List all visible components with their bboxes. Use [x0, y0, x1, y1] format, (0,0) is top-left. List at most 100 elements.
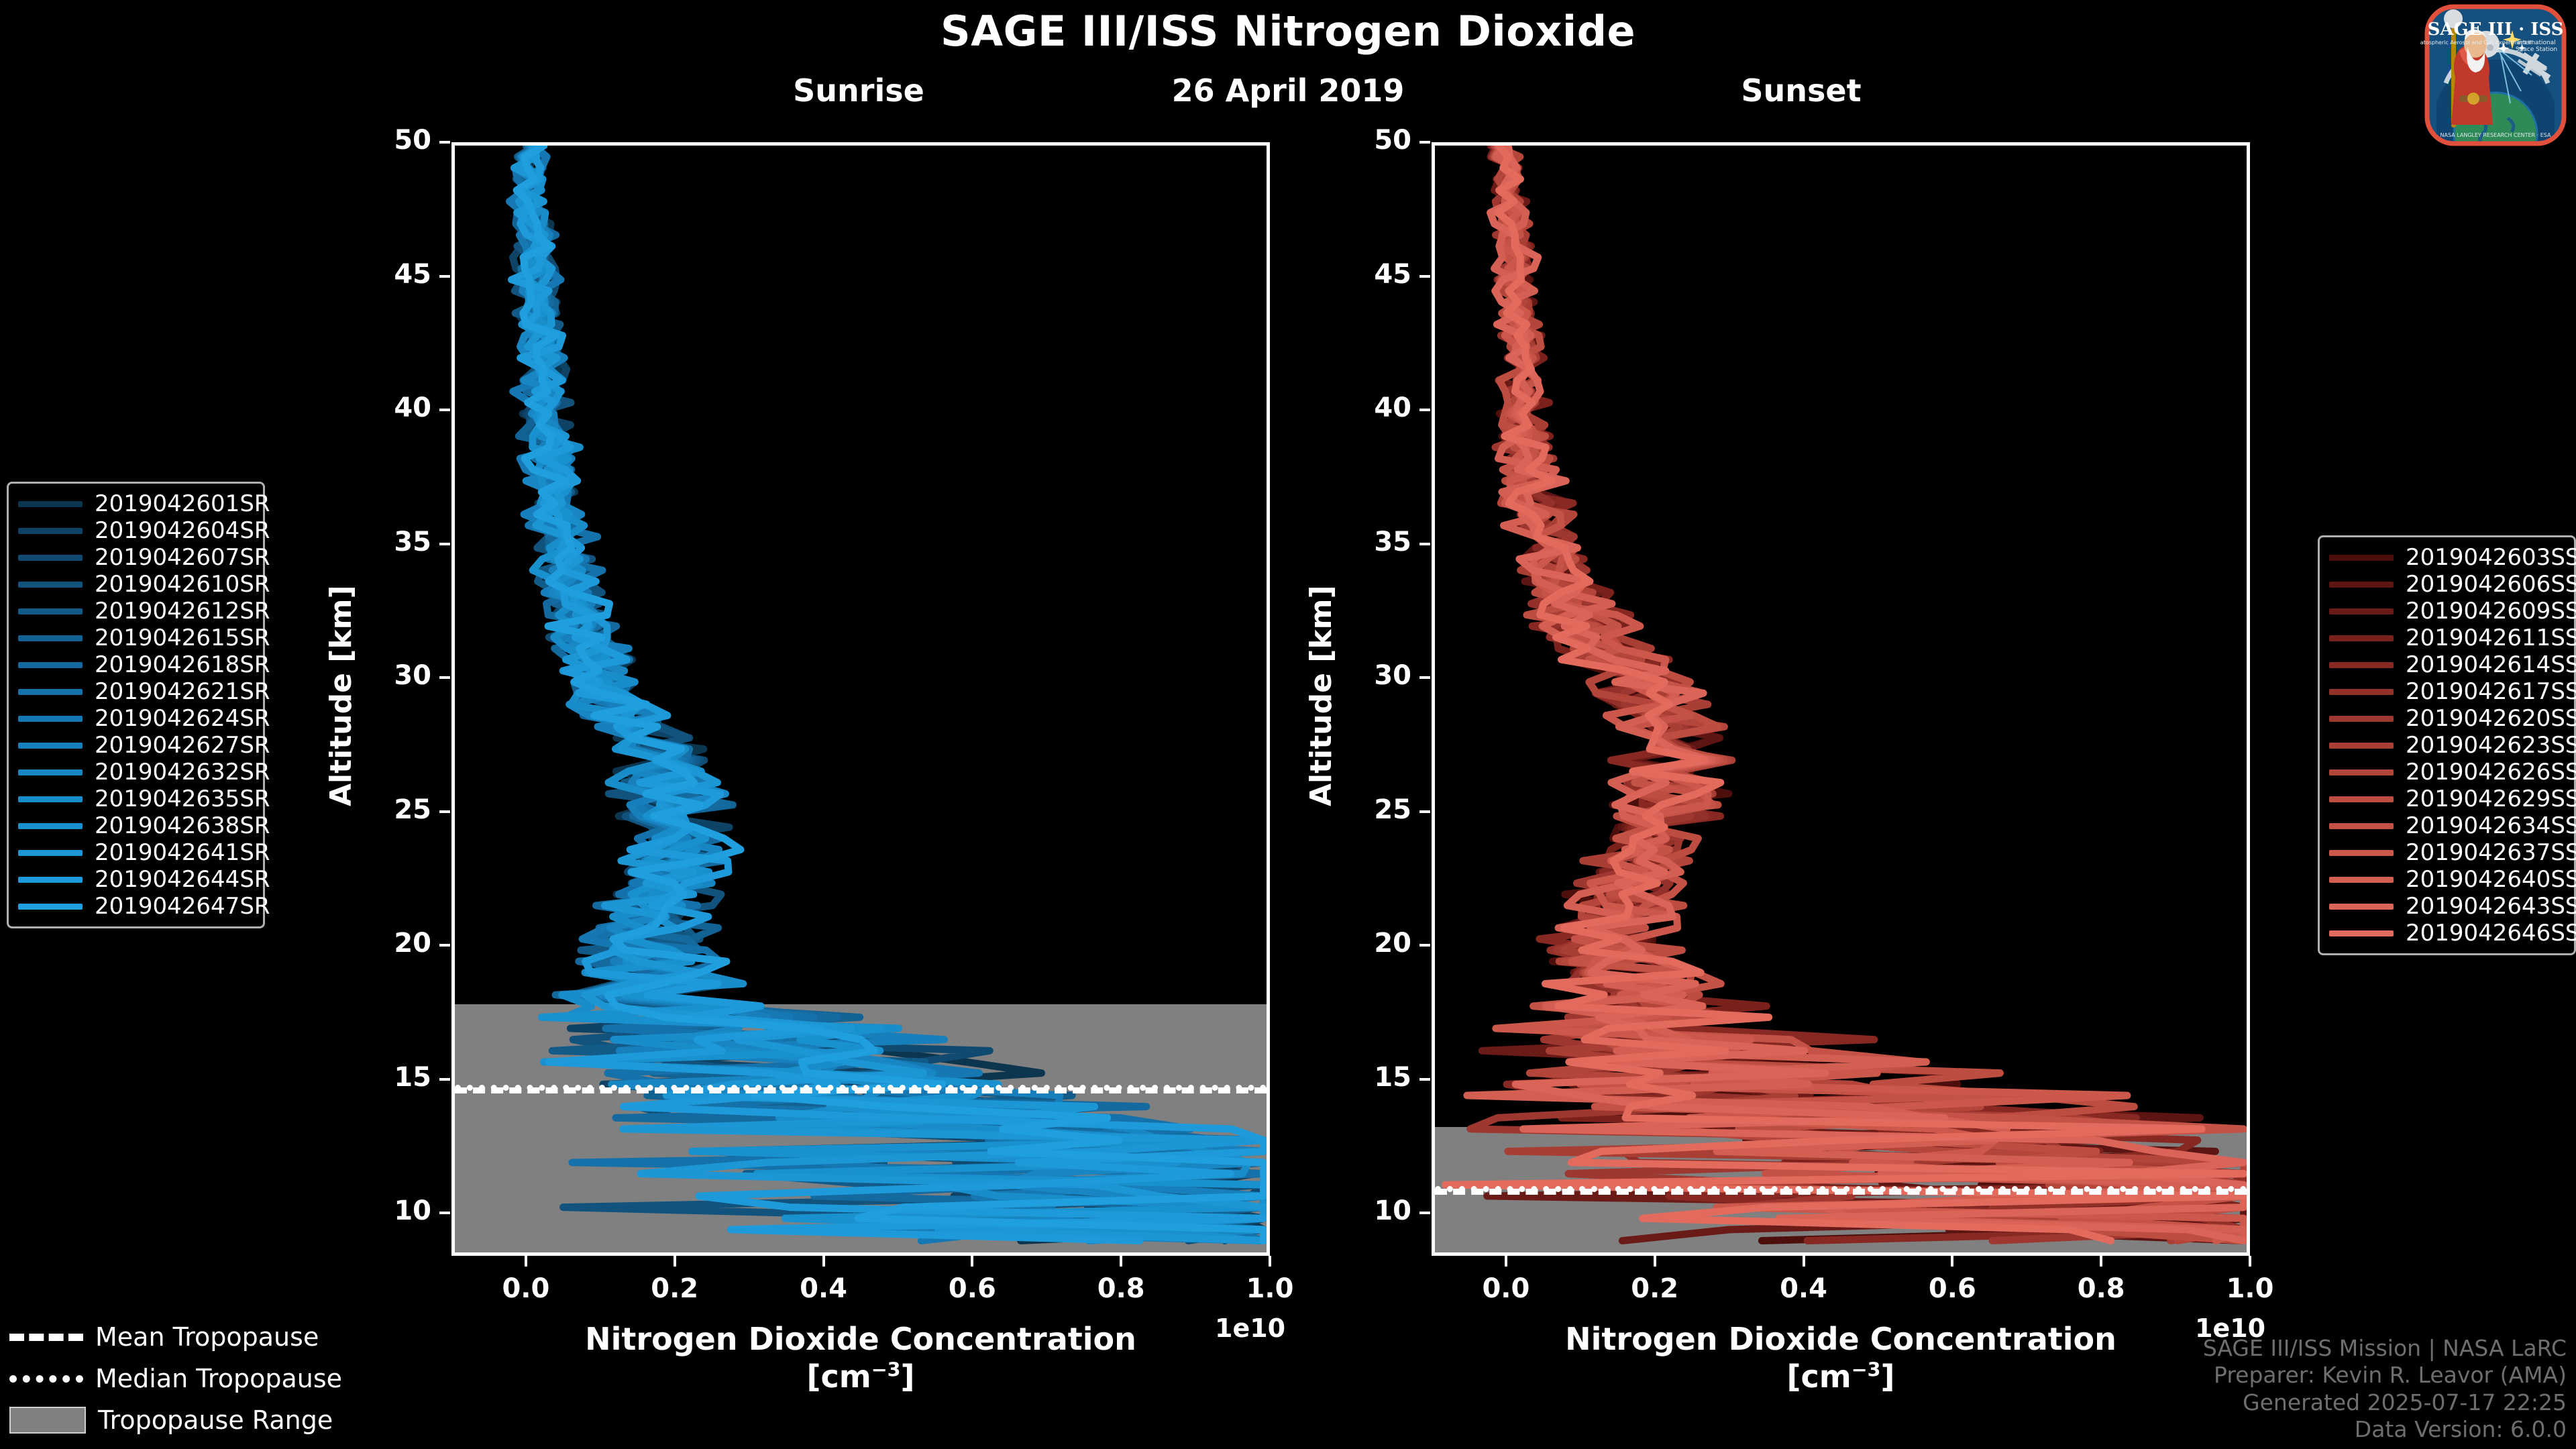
legend-line-swatch-icon — [18, 742, 83, 749]
legend-item-median-tropopause: Median Tropopause — [9, 1358, 342, 1399]
legend-item-2019042607sr[interactable]: 2019042607SR — [18, 544, 270, 571]
legend-label: 2019042601SR — [95, 490, 270, 517]
y-axis-tick-mark — [439, 676, 450, 680]
legend-line-swatch-icon — [2329, 688, 2394, 695]
svg-text:Space Station: Space Station — [2516, 46, 2557, 53]
legend-item-2019042604sr[interactable]: 2019042604SR — [18, 517, 270, 544]
sunrise-plot-panel[interactable] — [451, 142, 1270, 1256]
x-axis-tick-label: 0.8 — [1097, 1273, 1145, 1304]
legend-line-swatch-icon — [2329, 554, 2394, 561]
logo-subtitle-left: Stratospheric Aerosol and Gas Experiment… — [2420, 40, 2533, 46]
legend-line-swatch-icon — [2329, 876, 2394, 883]
logo-ring-text: NASA LANGLEY RESEARCH CENTER · ESA — [2440, 132, 2551, 138]
legend-label: 2019042632SR — [95, 759, 270, 786]
legend-item-2019042638sr[interactable]: 2019042638SR — [18, 812, 270, 839]
legend-item-2019042646ss[interactable]: 2019042646SS — [2329, 920, 2576, 947]
legend-line-swatch-icon — [2329, 581, 2394, 588]
legend-item-2019042617ss[interactable]: 2019042617SS — [2329, 678, 2576, 705]
legend-label: 2019042635SR — [95, 786, 270, 812]
legend-label: 2019042647SR — [95, 893, 270, 920]
sunrise-subtitle: Sunrise — [793, 72, 924, 109]
y-axis-tick-mark — [1419, 1212, 1430, 1215]
sunset-profiles — [1435, 146, 2247, 1252]
x-axis-label: Nitrogen Dioxide Concentration [cm−3] — [425, 1320, 1297, 1395]
legend-line-swatch-icon — [18, 688, 83, 695]
legend-item-2019042632sr[interactable]: 2019042632SR — [18, 759, 270, 786]
svg-text:International: International — [2517, 40, 2555, 46]
sunset-legend[interactable]: 2019042603SS 2019042606SS 2019042609SS 2019… — [2318, 535, 2576, 955]
legend-item-2019042634ss[interactable]: 2019042634SS — [2329, 812, 2576, 839]
y-axis-tick-label: 20 — [394, 928, 431, 959]
legend-item-2019042620ss[interactable]: 2019042620SS — [2329, 705, 2576, 732]
x-axis-label-line1: Nitrogen Dioxide Concentration — [585, 1321, 1136, 1357]
profile-line-2019042643ss — [1487, 146, 2247, 1244]
x-axis-offset-exponent: 1e10 — [2195, 1313, 2266, 1343]
legend-item-2019042627sr[interactable]: 2019042627SR — [18, 732, 270, 759]
legend-label: 2019042646SS — [2406, 920, 2576, 947]
legend-item-2019042614ss[interactable]: 2019042614SS — [2329, 651, 2576, 678]
y-axis-tick-label: 10 — [394, 1195, 431, 1227]
y-axis-label: Altitude [km] — [324, 585, 358, 806]
x-axis-tick-label: 0.4 — [1780, 1273, 1827, 1304]
legend-item-2019042647sr[interactable]: 2019042647SR — [18, 893, 270, 920]
legend-label: 2019042627SR — [95, 732, 270, 759]
legend-line-swatch-icon — [2329, 930, 2394, 936]
y-axis-tick-mark — [439, 1212, 450, 1215]
legend-item-2019042644sr[interactable]: 2019042644SR — [18, 866, 270, 893]
legend-line-swatch-icon — [18, 500, 83, 507]
x-axis-tick-mark — [1653, 1256, 1656, 1267]
mean-tropopause-label: Mean Tropopause — [95, 1322, 319, 1352]
y-axis-tick-mark — [1419, 542, 1430, 545]
legend-item-2019042606ss[interactable]: 2019042606SS — [2329, 571, 2576, 598]
legend-item-2019042640ss[interactable]: 2019042640SS — [2329, 866, 2576, 893]
legend-item-2019042603ss[interactable]: 2019042603SS — [2329, 544, 2576, 571]
legend-item-2019042624sr[interactable]: 2019042624SR — [18, 705, 270, 732]
legend-item-2019042635sr[interactable]: 2019042635SR — [18, 786, 270, 812]
legend-item-2019042637ss[interactable]: 2019042637SS — [2329, 839, 2576, 866]
sunrise-legend[interactable]: 2019042601SR 2019042604SR 2019042607SR 2019… — [7, 482, 270, 928]
legend-item-2019042601sr[interactable]: 2019042601SR — [18, 490, 270, 517]
date-subtitle: 26 April 2019 — [1171, 72, 1405, 109]
legend-line-swatch-icon — [18, 903, 83, 910]
y-axis-tick-label: 40 — [1374, 392, 1411, 424]
legend-line-swatch-icon — [2329, 635, 2394, 641]
legend-line-swatch-icon — [2329, 769, 2394, 775]
legend-line-swatch-icon — [18, 849, 83, 856]
y-axis-tick-mark — [1419, 274, 1430, 278]
tropopause-range-label: Tropopause Range — [98, 1405, 333, 1435]
sunset-plot-panel[interactable] — [1432, 142, 2250, 1256]
sunset-subtitle: Sunset — [1741, 72, 1862, 109]
sunrise-profiles — [455, 146, 1267, 1252]
legend-item-2019042643ss[interactable]: 2019042643SS — [2329, 893, 2576, 920]
mean-tropopause-swatch-icon — [9, 1333, 83, 1341]
legend-item-2019042609ss[interactable]: 2019042609SS — [2329, 598, 2576, 625]
y-axis-tick-mark — [439, 141, 450, 144]
x-axis-tick-label: 1.0 — [1246, 1273, 1294, 1304]
y-axis-tick-label: 30 — [394, 660, 431, 692]
tropopause-legend: Mean Tropopause Median Tropopause Tropop… — [9, 1316, 342, 1441]
legend-label: 2019042626SS — [2406, 759, 2576, 786]
legend-item-2019042629ss[interactable]: 2019042629SS — [2329, 786, 2576, 812]
legend-item-tropopause-range: Tropopause Range — [9, 1399, 342, 1441]
legend-item-2019042618sr[interactable]: 2019042618SR — [18, 651, 270, 678]
legend-item-2019042621sr[interactable]: 2019042621SR — [18, 678, 270, 705]
y-axis-tick-mark — [1419, 1077, 1430, 1081]
y-axis-tick-label: 50 — [394, 125, 431, 156]
legend-label: 2019042621SR — [95, 678, 270, 705]
x-axis-tick-label: 0.0 — [502, 1273, 550, 1304]
y-axis-tick-label: 20 — [1374, 928, 1411, 959]
legend-item-2019042615sr[interactable]: 2019042615SR — [18, 625, 270, 651]
legend-item-2019042611ss[interactable]: 2019042611SS — [2329, 625, 2576, 651]
legend-label: 2019042614SS — [2406, 651, 2576, 678]
x-axis-label: Nitrogen Dioxide Concentration [cm−3] — [1405, 1320, 2277, 1395]
y-axis-tick-mark — [439, 542, 450, 545]
legend-item-2019042623ss[interactable]: 2019042623SS — [2329, 732, 2576, 759]
legend-item-2019042612sr[interactable]: 2019042612SR — [18, 598, 270, 625]
credit-line: Data Version: 6.0.0 — [2354, 1416, 2567, 1443]
legend-item-2019042626ss[interactable]: 2019042626SS — [2329, 759, 2576, 786]
median-tropopause-line-sunset — [1435, 1186, 2247, 1193]
legend-item-2019042610sr[interactable]: 2019042610SR — [18, 571, 270, 598]
y-axis-tick-mark — [1419, 141, 1430, 144]
legend-item-2019042641sr[interactable]: 2019042641SR — [18, 839, 270, 866]
